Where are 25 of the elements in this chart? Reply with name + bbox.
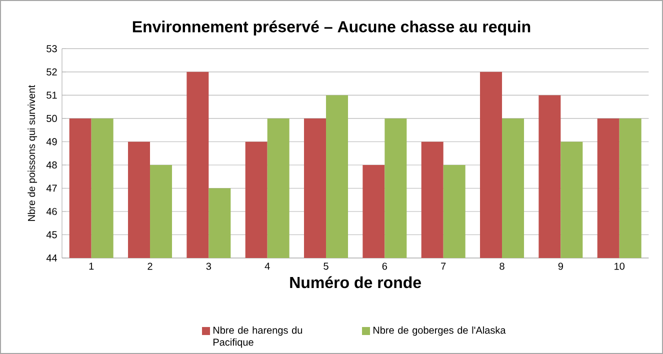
legend-label: Nbre de harengs du Pacifique <box>213 326 302 348</box>
y-tick-label: 49 <box>46 138 57 146</box>
y-tick-label: 45 <box>46 231 57 238</box>
y-tick-label: 47 <box>46 184 57 192</box>
y-tick-label: 50 <box>46 114 57 122</box>
x-tick-label: 7 <box>441 262 446 270</box>
x-tick-label: 9 <box>558 262 563 270</box>
y-tick-label: 52 <box>46 68 57 76</box>
y-tick-label: 51 <box>46 92 57 99</box>
x-tick-label: 10 <box>614 262 625 270</box>
y-tick-label: 48 <box>46 161 57 169</box>
x-tick-label: 2 <box>148 262 152 270</box>
y-tick-label: 53 <box>46 45 57 52</box>
x-axis-title: Numéro de ronde <box>290 276 422 288</box>
legend-label: Nbre de goberges de l'Alaska <box>373 326 506 336</box>
x-tick-label: 1 <box>89 262 94 270</box>
y-tick-label: 44 <box>46 254 57 262</box>
y-tick-label: 46 <box>46 208 57 216</box>
x-tick-label: 3 <box>206 262 212 270</box>
y-axis-title: Nbre de poissons qui survivent <box>28 85 38 221</box>
x-tick-label: 8 <box>500 262 504 270</box>
x-tick-label: 4 <box>264 262 270 270</box>
x-tick-label: 5 <box>324 262 328 270</box>
chart-title: Environnement préservé – Aucune chasse au requin <box>132 20 530 36</box>
x-tick-label: 6 <box>382 262 388 270</box>
